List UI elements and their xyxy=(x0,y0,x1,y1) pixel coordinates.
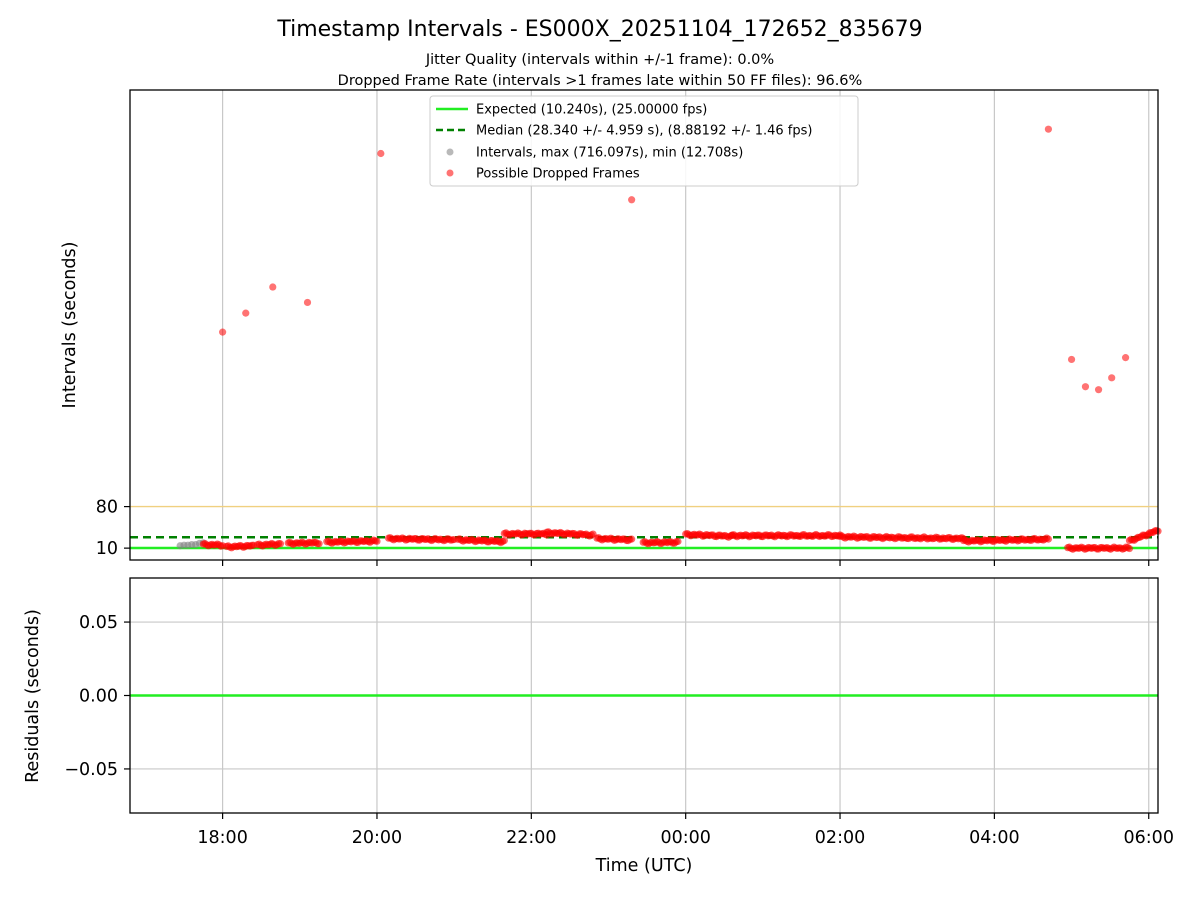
legend-expected-label: Expected (10.240s), (25.00000 fps) xyxy=(476,103,707,118)
intervals-y-tick-label: 80 xyxy=(96,498,118,518)
residuals-x-tick-label: 18:00 xyxy=(197,828,247,848)
legend-intervals-marker xyxy=(446,148,454,156)
dropped-frame-outlier-point xyxy=(242,309,250,317)
chart-title: Timestamp Intervals - ES000X_20251104_17… xyxy=(276,17,922,42)
residuals-x-tick-label: 00:00 xyxy=(660,828,710,848)
intervals-y-label: Intervals (seconds) xyxy=(60,242,80,409)
dropped-frame-outlier-point xyxy=(1044,125,1053,133)
intervals-x-ticks xyxy=(222,560,1150,566)
residuals-x-tick-label: 04:00 xyxy=(969,828,1019,848)
legend: Expected (10.240s), (25.00000 fps) Media… xyxy=(429,95,859,187)
chart-subtitle-dropped: Dropped Frame Rate (intervals >1 frames … xyxy=(338,73,863,89)
residuals-panel: 0.05 0.00 −0.05 18:00 20:00 22:00 00:00 02:00 0… xyxy=(23,577,1174,876)
residuals-y-tick-label: 0.00 xyxy=(79,687,118,707)
intervals-points xyxy=(176,125,1162,553)
intervals-plot-frame xyxy=(129,89,1159,561)
dropped-frame-outlier-point xyxy=(377,149,385,158)
dropped-frame-outlier-point xyxy=(1081,383,1090,391)
chart-subtitle-jitter: Jitter Quality (intervals within +/-1 fr… xyxy=(425,52,774,68)
residuals-y-tick-label: 0.05 xyxy=(79,613,118,633)
dropped-frame-outlier-point xyxy=(628,196,636,204)
residuals-x-label: Time (UTC) xyxy=(595,856,693,876)
legend-box xyxy=(429,95,859,187)
residuals-x-ticks: 18:00 20:00 22:00 00:00 02:00 04:00 06:00 xyxy=(197,813,1174,848)
dropped-frame-point xyxy=(674,537,682,546)
residuals-y-label: Residuals (seconds) xyxy=(23,609,43,783)
dropped-frame-point xyxy=(373,537,381,545)
dropped-frame-point xyxy=(1044,535,1053,543)
dropped-frame-point xyxy=(628,535,636,543)
dropped-frame-point xyxy=(276,540,285,548)
residuals-x-tick-label: 20:00 xyxy=(352,828,402,848)
dropped-frame-outlier-point xyxy=(1067,355,1076,364)
residuals-x-tick-label: 22:00 xyxy=(506,828,556,848)
dropped-frame-outlier-point xyxy=(1094,386,1103,394)
dropped-frame-point xyxy=(500,537,508,545)
dropped-frame-outlier-point xyxy=(303,298,312,307)
residuals-y-ticks: 0.05 0.00 −0.05 xyxy=(64,613,130,780)
dropped-frame-outlier-point xyxy=(1121,354,1130,362)
legend-dropped-marker xyxy=(446,169,454,177)
residuals-y-tick-label: −0.05 xyxy=(64,760,118,780)
intervals-y-tick-label: 10 xyxy=(96,539,118,559)
legend-intervals-label: Intervals, max (716.097s), min (12.708s) xyxy=(476,146,743,161)
dropped-frame-point xyxy=(1125,544,1134,553)
dropped-frame-point xyxy=(315,540,323,548)
residuals-x-tick-label: 02:00 xyxy=(815,828,865,848)
dropped-frame-outlier-point xyxy=(1108,374,1116,382)
intervals-panel: 10 80 Intervals (seconds) Expected (10.24… xyxy=(60,89,1162,566)
dropped-frame-outlier-point xyxy=(219,328,227,336)
dropped-frame-outlier-point xyxy=(269,283,277,291)
intervals-y-ticks: 10 80 xyxy=(96,498,130,559)
legend-median-label: Median (28.340 +/- 4.959 s), (8.88192 +/… xyxy=(476,124,812,139)
legend-dropped-label: Possible Dropped Frames xyxy=(476,167,640,182)
residuals-x-tick-label: 06:00 xyxy=(1124,828,1174,848)
intervals-reference-lines xyxy=(130,505,1158,550)
